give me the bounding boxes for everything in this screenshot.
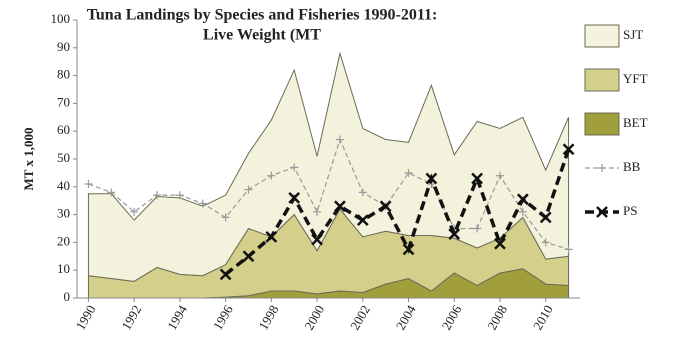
legend-marker: [598, 164, 606, 172]
line: [224, 148, 571, 276]
y-tick-label: 0: [64, 289, 71, 304]
marker: [471, 172, 483, 185]
legend-label: BB: [623, 159, 641, 174]
x-tick-label: 2000: [301, 302, 327, 332]
y-tick-label: 20: [57, 233, 70, 248]
legend-marker: [596, 206, 608, 218]
marker: [335, 135, 344, 144]
legend-label: SJT: [623, 27, 643, 42]
marker: [84, 180, 93, 189]
x-tick-label: 2010: [530, 302, 556, 332]
marker: [562, 143, 575, 156]
y-tick-label: 50: [57, 150, 70, 165]
marker: [518, 207, 527, 216]
x-tick-label: 1990: [73, 302, 99, 332]
chart-title: Live Weight (MT: [203, 27, 321, 44]
legend-swatch: [584, 112, 620, 136]
marker: [425, 172, 438, 185]
marker: [311, 233, 323, 246]
y-tick-label: 100: [51, 11, 71, 26]
marker: [541, 238, 550, 247]
y-tick-label: 90: [57, 39, 70, 54]
marker: [244, 185, 253, 194]
y-axis-label: MT x 1,000: [21, 128, 36, 191]
marker: [473, 224, 482, 233]
marker: [379, 200, 392, 213]
marker: [175, 191, 184, 200]
marker: [495, 171, 504, 180]
x-tick-label: 2008: [484, 302, 510, 332]
marker: [265, 230, 278, 243]
marker: [313, 207, 322, 216]
y-tick-label: 70: [57, 94, 70, 109]
marker: [334, 200, 346, 213]
marker: [516, 193, 529, 206]
marker: [130, 207, 139, 216]
x-tick-label: 1996: [210, 302, 236, 332]
legend-label: BET: [623, 115, 648, 130]
legend-label: YFT: [623, 71, 648, 86]
x-tick-label: 2004: [393, 302, 419, 332]
y-tick-label: 10: [57, 261, 70, 276]
area: [87, 51, 570, 282]
marker: [402, 243, 415, 256]
marker: [267, 171, 276, 180]
x-tick-label: 1994: [164, 302, 190, 332]
marker: [221, 213, 230, 222]
y-tick-label: 60: [57, 122, 70, 137]
marker: [290, 163, 299, 172]
marker: [288, 192, 301, 204]
chart-title: Tuna Landings by Species and Fisheries 1…: [87, 7, 438, 24]
marker: [494, 237, 506, 250]
marker: [107, 188, 116, 197]
legend-label: PS: [623, 203, 637, 218]
marker: [242, 250, 255, 263]
line: [88, 137, 569, 250]
y-tick-label: 30: [57, 206, 70, 221]
marker: [153, 191, 162, 200]
marker: [564, 245, 573, 254]
marker: [356, 214, 369, 227]
marker: [404, 168, 413, 177]
legend-swatch: [584, 68, 620, 92]
marker: [198, 199, 207, 208]
y-tick-label: 80: [57, 67, 70, 82]
x-tick-label: 1992: [118, 302, 144, 332]
x-tick-label: 2002: [347, 302, 373, 332]
marker: [358, 188, 367, 197]
y-tick-label: 40: [57, 178, 70, 193]
x-tick-label: 2006: [438, 302, 464, 332]
marker: [448, 228, 461, 240]
x-tick-label: 1998: [256, 302, 282, 332]
legend-swatch: [584, 24, 620, 48]
marker: [539, 211, 552, 224]
marker: [219, 268, 232, 281]
legend: SJT YFT BET BB PS: [584, 24, 648, 218]
